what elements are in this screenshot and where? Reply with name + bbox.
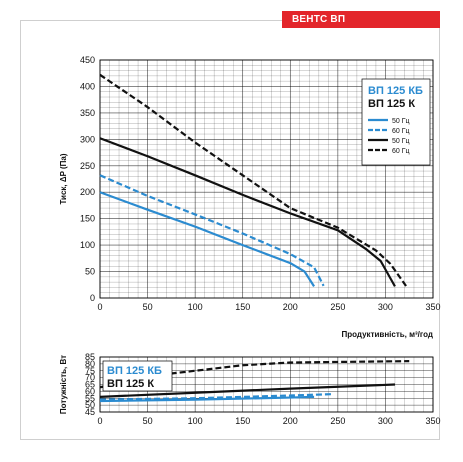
x-tick-label: 50 [143, 302, 153, 312]
series-line [99, 383, 395, 398]
x-tick-label: 50 [143, 416, 153, 426]
series-line [99, 174, 325, 287]
x-tick-label: 250 [330, 302, 345, 312]
legend-title: ВП 125 КБ [368, 85, 423, 97]
x-tick-label: 350 [425, 302, 440, 312]
x-tick-label: 150 [235, 302, 250, 312]
y-tick-label: 60 [85, 386, 95, 396]
y-axis-label: Тиск, ΔP (Па) [59, 153, 68, 204]
legend-box [102, 360, 173, 392]
x-tick-label: 250 [330, 416, 345, 426]
y-tick-label: 350 [80, 108, 95, 118]
y-tick-label: 85 [85, 352, 95, 362]
legend-title: ВП 125 К [107, 378, 154, 390]
legend-box [361, 78, 431, 166]
plot-border [99, 59, 434, 299]
x-tick-label: 100 [188, 416, 203, 426]
legend-entry: 60 Гц [392, 128, 410, 135]
power-chart: 0 50 100 150 200 250 300 350455055606570758085П… [59, 352, 441, 426]
y-tick-label: 55 [85, 393, 95, 403]
y-tick-label: 65 [85, 380, 95, 390]
series-line [99, 73, 408, 288]
y-tick-label: 300 [80, 134, 95, 144]
plot-border [99, 356, 434, 413]
pressure-chart: 0 50 100 150 200 250 300 350 0 50 100 150 200 250 300 3… [59, 55, 441, 339]
series-line [99, 395, 315, 403]
x-tick-label: 200 [283, 302, 298, 312]
legend-title: ВП 125 К [368, 98, 415, 110]
legend-entry: 50 Гц [392, 138, 410, 145]
y-axis-label: Потужність, Вт [59, 355, 68, 414]
brand-badge: ВЕНТС ВП [282, 11, 440, 28]
y-tick-label: 0 [90, 293, 95, 303]
y-tick-label: 150 [80, 214, 95, 224]
series-line [99, 191, 315, 287]
y-tick-label: 450 [80, 55, 95, 65]
x-tick-label: 0 [97, 416, 102, 426]
y-tick-label: 45 [85, 407, 95, 417]
y-tick-label: 80 [85, 359, 95, 369]
x-tick-label: 300 [378, 302, 393, 312]
series-line [99, 137, 396, 287]
legend-entry: 50 Гц [392, 118, 410, 125]
x-tick-label: 150 [235, 416, 250, 426]
legend-entry: 60 Гц [392, 148, 410, 155]
y-tick-label: 75 [85, 366, 95, 376]
x-tick-label: 200 [283, 416, 298, 426]
y-tick-label: 400 [80, 81, 95, 91]
x-tick-label: 300 [378, 416, 393, 426]
x-axis-label: Продуктивність, м³/год [342, 330, 433, 339]
y-tick-label: 50 [85, 400, 95, 410]
y-tick-label: 200 [80, 187, 95, 197]
series-line [99, 393, 334, 401]
y-tick-label: 70 [85, 373, 95, 383]
x-tick-label: 350 [425, 416, 440, 426]
y-tick-label: 50 [85, 267, 95, 277]
y-tick-label: 100 [80, 240, 95, 250]
chart-frame [20, 20, 440, 440]
y-tick-label: 250 [80, 161, 95, 171]
x-tick-label: 100 [188, 302, 203, 312]
x-tick-label: 0 [97, 302, 102, 312]
legend-title: ВП 125 КБ [107, 365, 162, 377]
